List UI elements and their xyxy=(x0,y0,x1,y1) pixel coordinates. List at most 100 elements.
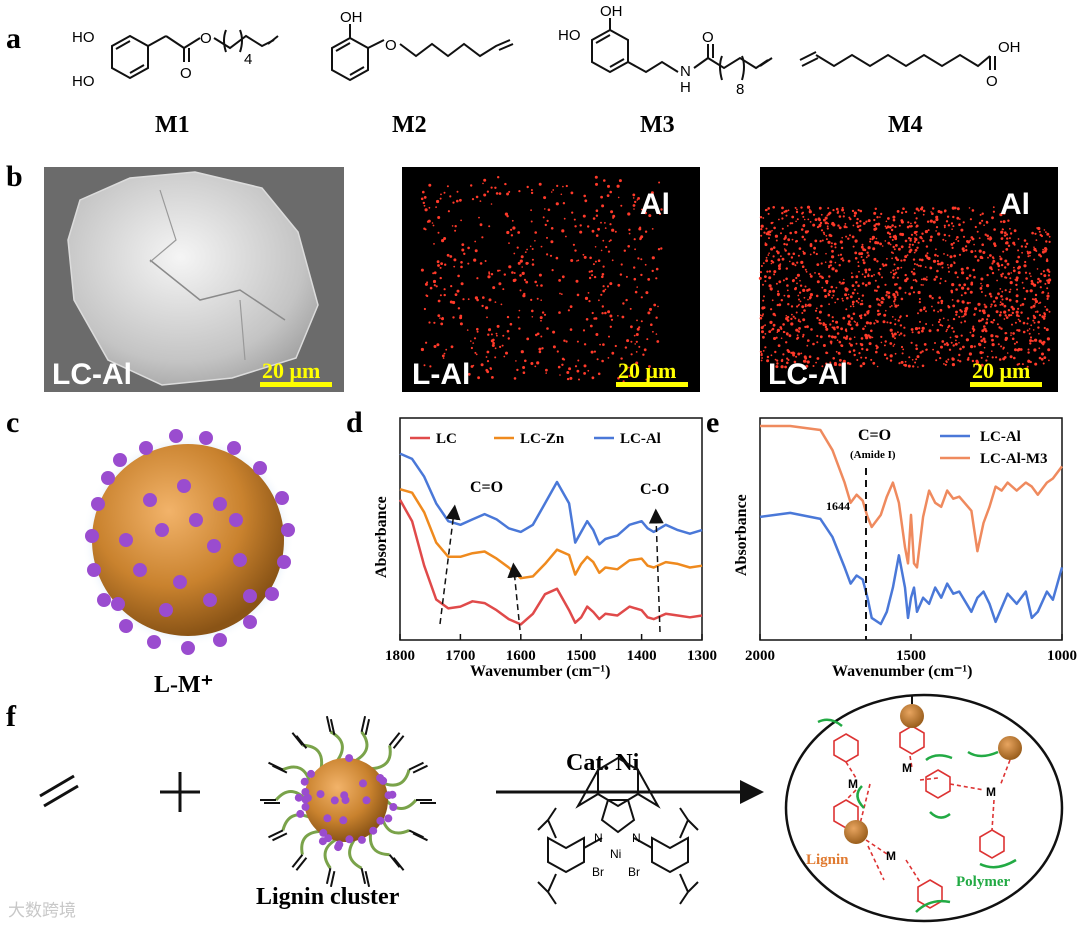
eds-dot xyxy=(795,276,798,280)
eds-dot xyxy=(930,211,932,213)
eds-dot xyxy=(835,286,838,289)
eds-dot xyxy=(944,240,947,242)
eds-dot xyxy=(838,352,841,355)
eds-dot xyxy=(1027,351,1030,354)
eds-dot xyxy=(1043,326,1046,330)
eds-dot xyxy=(986,273,989,277)
eds-dot xyxy=(1048,359,1050,362)
eds-dot xyxy=(1027,348,1030,351)
eds-dot xyxy=(423,227,426,230)
eds-dot xyxy=(795,210,799,214)
eds-dot xyxy=(425,341,428,344)
eds-dot xyxy=(776,362,779,365)
eds-dot xyxy=(633,208,635,210)
eds-dot xyxy=(804,303,807,306)
eds-dot xyxy=(889,342,893,345)
eds-dot xyxy=(908,250,912,254)
eds-dot xyxy=(638,326,641,329)
lignin-ball xyxy=(998,736,1022,760)
eds-dot xyxy=(759,271,763,274)
eds-dot xyxy=(1026,322,1029,325)
eds-dot xyxy=(1003,234,1007,237)
eds-dot xyxy=(513,252,516,255)
eds-dot xyxy=(966,301,970,305)
eds-dot xyxy=(638,227,642,231)
cluster-metal-dot xyxy=(369,826,378,835)
eds-dot xyxy=(856,292,859,295)
eds-dot xyxy=(844,336,848,340)
eds-dot xyxy=(801,235,805,239)
eds-dot xyxy=(499,345,502,348)
coord-bond xyxy=(865,839,891,857)
eds-dot xyxy=(457,307,461,310)
lignin-ball xyxy=(900,704,924,728)
eds-dot xyxy=(647,278,651,281)
eds-dot xyxy=(913,240,917,243)
eds-dot xyxy=(925,323,928,325)
eds-dot xyxy=(892,215,896,219)
eds-dot xyxy=(917,366,919,368)
eds-dot xyxy=(774,350,777,354)
eds-dot xyxy=(832,294,835,297)
eds-dot xyxy=(513,272,516,274)
eds-dot xyxy=(761,314,764,317)
eds-dot xyxy=(1009,288,1012,291)
eds-dot xyxy=(801,365,804,368)
eds-dot xyxy=(947,319,949,321)
eds-dot xyxy=(436,260,440,264)
x-tick-label: 1600 xyxy=(506,648,536,664)
eds-dot xyxy=(1023,297,1027,301)
eds-dot xyxy=(839,240,843,244)
eds-dot xyxy=(530,209,532,212)
eds-dot xyxy=(453,265,456,268)
eds-dot xyxy=(797,294,800,297)
m3-chain xyxy=(707,56,769,70)
eds-dot xyxy=(926,252,929,255)
eds-dot xyxy=(566,371,570,374)
metal-ion-dot xyxy=(243,589,257,603)
eds-dot xyxy=(856,322,859,324)
metal-ion-dot xyxy=(147,635,161,649)
eds-dot xyxy=(457,274,460,278)
eds-dot xyxy=(630,353,633,356)
eds-dot xyxy=(592,217,596,220)
eds-dot xyxy=(814,309,818,312)
eds-dot xyxy=(557,365,561,369)
m2-label: M2 xyxy=(392,112,427,138)
eds-dot xyxy=(991,321,994,324)
eds-dot xyxy=(1006,237,1009,240)
eds-dot xyxy=(459,314,463,318)
m1-label: M1 xyxy=(155,112,190,138)
eds-dot xyxy=(603,179,606,182)
eds-dot xyxy=(924,230,929,234)
cluster-metal-dot xyxy=(300,777,309,786)
eds-dot xyxy=(787,359,790,361)
eds-dot xyxy=(840,327,843,331)
eds-dot xyxy=(900,297,904,301)
eds-dot xyxy=(860,356,863,359)
eds-dot xyxy=(987,237,990,240)
eds-dot xyxy=(1040,272,1043,275)
eds-dot xyxy=(538,182,542,186)
eds-dot xyxy=(531,316,534,318)
eds-dot xyxy=(762,217,765,219)
eds-dot xyxy=(937,210,941,213)
eds-dot xyxy=(783,294,786,297)
cluster-metal-dot xyxy=(345,835,354,844)
eds-dot xyxy=(1028,272,1031,275)
eds-dot xyxy=(862,248,866,252)
eds-dot xyxy=(801,305,805,309)
eds-dot xyxy=(445,348,448,351)
eds-dot xyxy=(973,275,976,279)
eds-dot xyxy=(894,269,897,271)
eds-dot xyxy=(660,247,663,250)
eds-dot xyxy=(961,286,965,290)
eds-dot xyxy=(875,350,878,354)
eds-dot xyxy=(807,298,809,301)
eds-dot xyxy=(837,254,840,257)
eds-dot xyxy=(1019,348,1023,351)
eds-dot xyxy=(476,330,479,333)
eds-dot xyxy=(1015,299,1019,303)
eds-dot xyxy=(914,248,918,252)
eds-dot xyxy=(637,257,640,260)
